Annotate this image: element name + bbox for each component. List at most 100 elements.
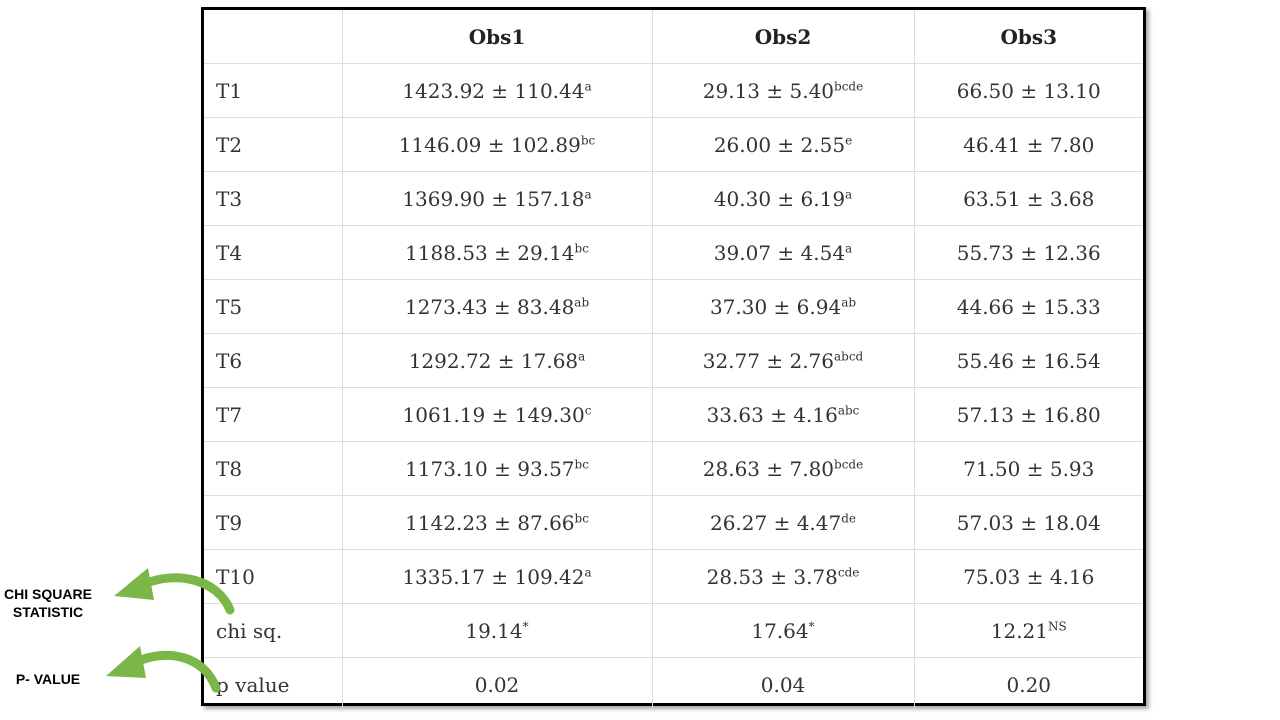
table-cell: 55.73 ± 12.36 [913,225,1143,280]
table-cell: 29.13 ± 5.40bcde [651,63,915,118]
header-corner [204,10,343,64]
cell-value: 26.00 ± 2.55 [713,132,846,157]
p-value-annotation-label: P- VALUE [15,671,81,687]
cell-value: 37.30 ± 6.94 [709,294,842,319]
cell-superscript: * [522,618,529,633]
cell-value: 29.13 ± 5.40 [702,78,835,103]
cell-value: 1292.72 ± 17.68 [408,348,579,373]
table-row: T2 1146.09 ± 102.89bc 26.00 ± 2.55e 46.41 ±… [204,117,1143,172]
cell-value: 19.14 [465,618,523,643]
cell-superscript: ab [841,294,857,309]
table-cell: 39.07 ± 4.54a [651,225,915,280]
cell-value: 0.02 [474,672,520,697]
table-cell: 33.63 ± 4.16abc [651,387,915,442]
cell-superscript: * [808,618,815,633]
cell-superscript: cde [837,564,860,579]
cell-value: 33.63 ± 4.16 [706,402,838,427]
table-cell: 46.41 ± 7.80 [913,117,1143,172]
cell-superscript: de [841,510,857,525]
cell-superscript: abc [837,402,860,417]
cell-value: 1173.10 ± 93.57 [405,456,575,481]
cell-value: 0.20 [1006,672,1052,697]
cell-superscript: bc [574,510,589,525]
row-label: T1 [204,63,343,118]
table-cell: 55.46 ± 16.54 [913,333,1143,388]
cell-superscript: NS [1048,618,1067,633]
cell-value: 1335.17 ± 109.42 [402,564,585,589]
table-cell: 26.27 ± 4.47de [651,495,915,550]
table-cell: 0.04 [651,657,915,711]
table-cell: 28.63 ± 7.80bcde [651,441,915,496]
cell-value: 71.50 ± 5.93 [963,456,1095,481]
table-cell: 1369.90 ± 157.18a [341,171,653,226]
cell-superscript: e [845,132,853,147]
cell-superscript: bc [574,456,589,471]
results-table: Obs1 Obs2 Obs3 T1 1423.92 ± 110.44a 29.13 … [204,10,1143,711]
chi-square-label-line1: CHI SQUARE [4,586,92,602]
cell-value: 28.63 ± 7.80 [702,456,835,481]
row-label: T5 [204,279,343,334]
row-label: T2 [204,117,343,172]
table-row: T6 1292.72 ± 17.68a 32.77 ± 2.76abcd 55.46 … [204,333,1143,388]
row-label: T7 [204,387,343,442]
table-row: p value 0.02 0.04 0.20 [204,657,1143,711]
header-obs3: Obs3 [913,10,1143,64]
table-cell: 19.14* [341,603,653,658]
cell-value: 57.13 ± 16.80 [956,402,1101,427]
table-row: T7 1061.19 ± 149.30c 33.63 ± 4.16abc 57.13 … [204,387,1143,442]
cell-value: 1369.90 ± 157.18 [402,186,585,211]
table-row: T9 1142.23 ± 87.66bc 26.27 ± 4.47de 57.03 ±… [204,495,1143,550]
row-label: T9 [204,495,343,550]
table-cell: 1335.17 ± 109.42a [341,549,653,604]
table-row: T1 1423.92 ± 110.44a 29.13 ± 5.40bcde 66.50… [204,63,1143,118]
table-cell: 17.64* [651,603,915,658]
table-cell: 75.03 ± 4.16 [913,549,1143,604]
chi-square-annotation-label: CHI SQUARE STATISTIC [0,585,96,621]
cell-value: 12.21 [990,618,1049,643]
row-label: T8 [204,441,343,496]
cell-value: 55.46 ± 16.54 [956,348,1101,373]
table-cell: 12.21NS [913,603,1143,658]
cell-superscript: bcde [834,78,864,93]
row-label: chi sq. [204,603,343,658]
cell-value: 39.07 ± 4.54 [713,240,846,265]
cell-value: 1273.43 ± 83.48 [404,294,575,319]
cell-superscript: bc [574,240,589,255]
cell-value: 1188.53 ± 29.14 [405,240,575,265]
table-cell: 63.51 ± 3.68 [913,171,1143,226]
cell-value: 46.41 ± 7.80 [963,132,1095,157]
cell-value: 75.03 ± 4.16 [963,564,1095,589]
cell-superscript: a [845,240,853,255]
row-label: T3 [204,171,343,226]
cell-value: 28.53 ± 3.78 [706,564,838,589]
cell-value: 44.66 ± 15.33 [956,294,1101,319]
row-label: T10 [204,549,343,604]
table-cell: 32.77 ± 2.76abcd [651,333,915,388]
table-cell: 1146.09 ± 102.89bc [341,117,653,172]
cell-superscript: a [845,186,853,201]
table-cell: 1061.19 ± 149.30c [341,387,653,442]
table-cell: 1188.53 ± 29.14bc [341,225,653,280]
table-row: T8 1173.10 ± 93.57bc 28.63 ± 7.80bcde 71.50… [204,441,1143,496]
table-cell: 71.50 ± 5.93 [913,441,1143,496]
cell-value: 57.03 ± 18.04 [956,510,1101,535]
table-row: chi sq. 19.14* 17.64* 12.21NS [204,603,1143,658]
cell-value: 1423.92 ± 110.44 [402,78,585,103]
table-cell: 37.30 ± 6.94ab [651,279,915,334]
header-obs1: Obs1 [341,10,653,64]
cell-superscript: abcd [834,348,864,363]
cell-superscript: bcde [834,456,864,471]
cell-superscript: bc [580,132,596,147]
table-cell: 1292.72 ± 17.68a [341,333,653,388]
p-value-arrow-icon [106,646,221,693]
cell-value: 40.30 ± 6.19 [713,186,846,211]
table-row: T5 1273.43 ± 83.48 ab 37.30 ± 6.94ab 44.66 ±… [204,279,1143,334]
results-table-frame: Obs1 Obs2 Obs3 T1 1423.92 ± 110.44a 29.13 … [201,7,1146,711]
row-label: p value [204,657,343,711]
cell-superscript: a [584,186,592,201]
cell-value: 1146.09 ± 102.89 [398,132,581,157]
cell-value: 66.50 ± 13.10 [956,78,1101,103]
cell-value: 32.77 ± 2.76 [702,348,834,373]
table-cell: 0.02 [341,657,653,711]
table-row: T3 1369.90 ± 157.18a 40.30 ± 6.19a 63.51 ± … [204,171,1143,226]
